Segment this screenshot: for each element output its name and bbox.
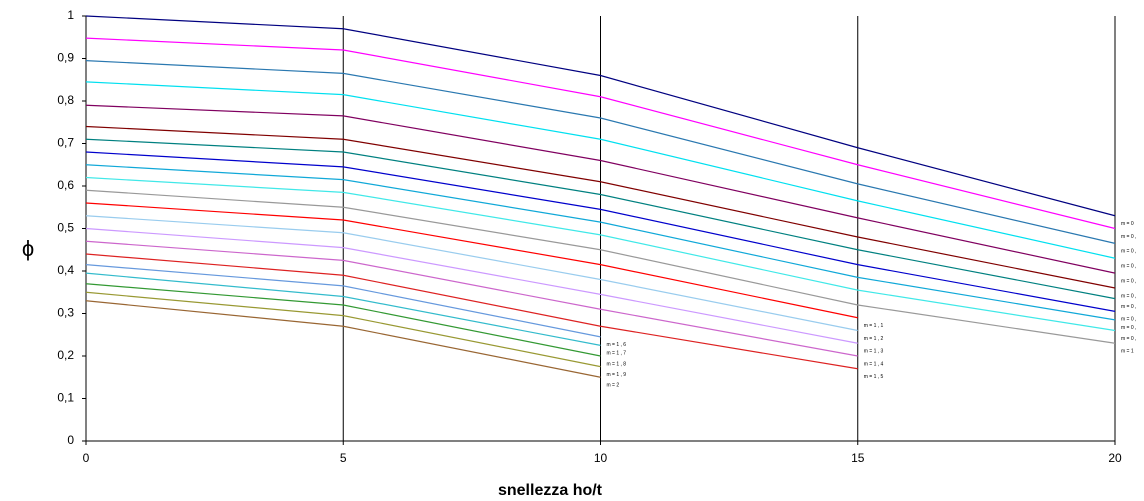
series-label: m = 0 , [1121,336,1136,342]
series-label: m = 0 , [1121,317,1136,323]
series-line [85,151,1116,312]
series-label: m = 1 , 3 [864,349,884,355]
y-tick-label: 0,2 [57,348,74,362]
series-line [85,15,1116,217]
series-line [85,300,601,378]
y-tick-label: 1 [67,8,74,22]
series-line [85,215,858,332]
y-axis-label: ϕ [22,236,34,261]
series-line [85,227,858,344]
series-label: m = 0 , [1121,249,1136,255]
series-label: m = 1 , 1 [864,323,884,329]
series-line [85,189,1116,344]
series-line [85,81,1116,259]
y-tick-label: 0,8 [57,93,74,107]
series-label: m = 0 , [1121,304,1136,310]
y-tick-label: 0,5 [57,221,74,235]
series-label: m = 0 , [1121,278,1136,284]
x-tick-label: 10 [594,451,608,465]
y-tick-label: 0,4 [57,263,74,277]
series-line [85,253,858,370]
series-label: m = 1 , 8 [607,361,627,367]
series-line [85,138,1116,300]
series-line [85,104,1116,274]
x-tick-label: 15 [851,451,865,465]
series-label: m = 1 , 4 [864,361,884,367]
series-line [85,202,858,319]
series-label: m = 0 , [1121,234,1136,240]
series-line [85,125,1116,289]
series-label: m = 1 , 6 [607,342,627,348]
series-line [85,283,601,357]
series-line [85,176,1116,332]
series-label: m = 1 , 2 [864,336,884,342]
y-tick-label: 0,3 [57,306,74,320]
series-label: m = 0 , [1121,293,1136,299]
y-tick-label: 0,7 [57,136,74,150]
series-label: m = 1 , 7 [607,351,627,357]
series-label: m = 1 , 9 [607,372,627,378]
series-label: m = 0 [1121,221,1134,227]
y-tick-label: 0,1 [57,391,74,405]
series-line [85,264,601,338]
series-line [85,272,601,346]
series-label: m = 0 , [1121,264,1136,270]
series-line [85,291,601,368]
series-label: m = 1 , 5 [864,374,884,380]
series-line [85,240,858,357]
series-line [85,37,1116,230]
series-line [85,60,1116,244]
x-tick-label: 5 [340,451,347,465]
y-tick-label: 0,9 [57,51,74,65]
y-tick-label: 0,6 [57,178,74,192]
x-tick-label: 0 [83,451,90,465]
y-tick-label: 0 [67,433,74,447]
series-label: m = 2 [607,383,620,389]
series-line [85,164,1116,321]
x-axis-label: snellezza ho/t [498,482,603,499]
x-tick-label: 20 [1108,451,1122,465]
series-label: m = 1 [1121,349,1134,355]
series-label: m = 0 , [1121,325,1136,331]
